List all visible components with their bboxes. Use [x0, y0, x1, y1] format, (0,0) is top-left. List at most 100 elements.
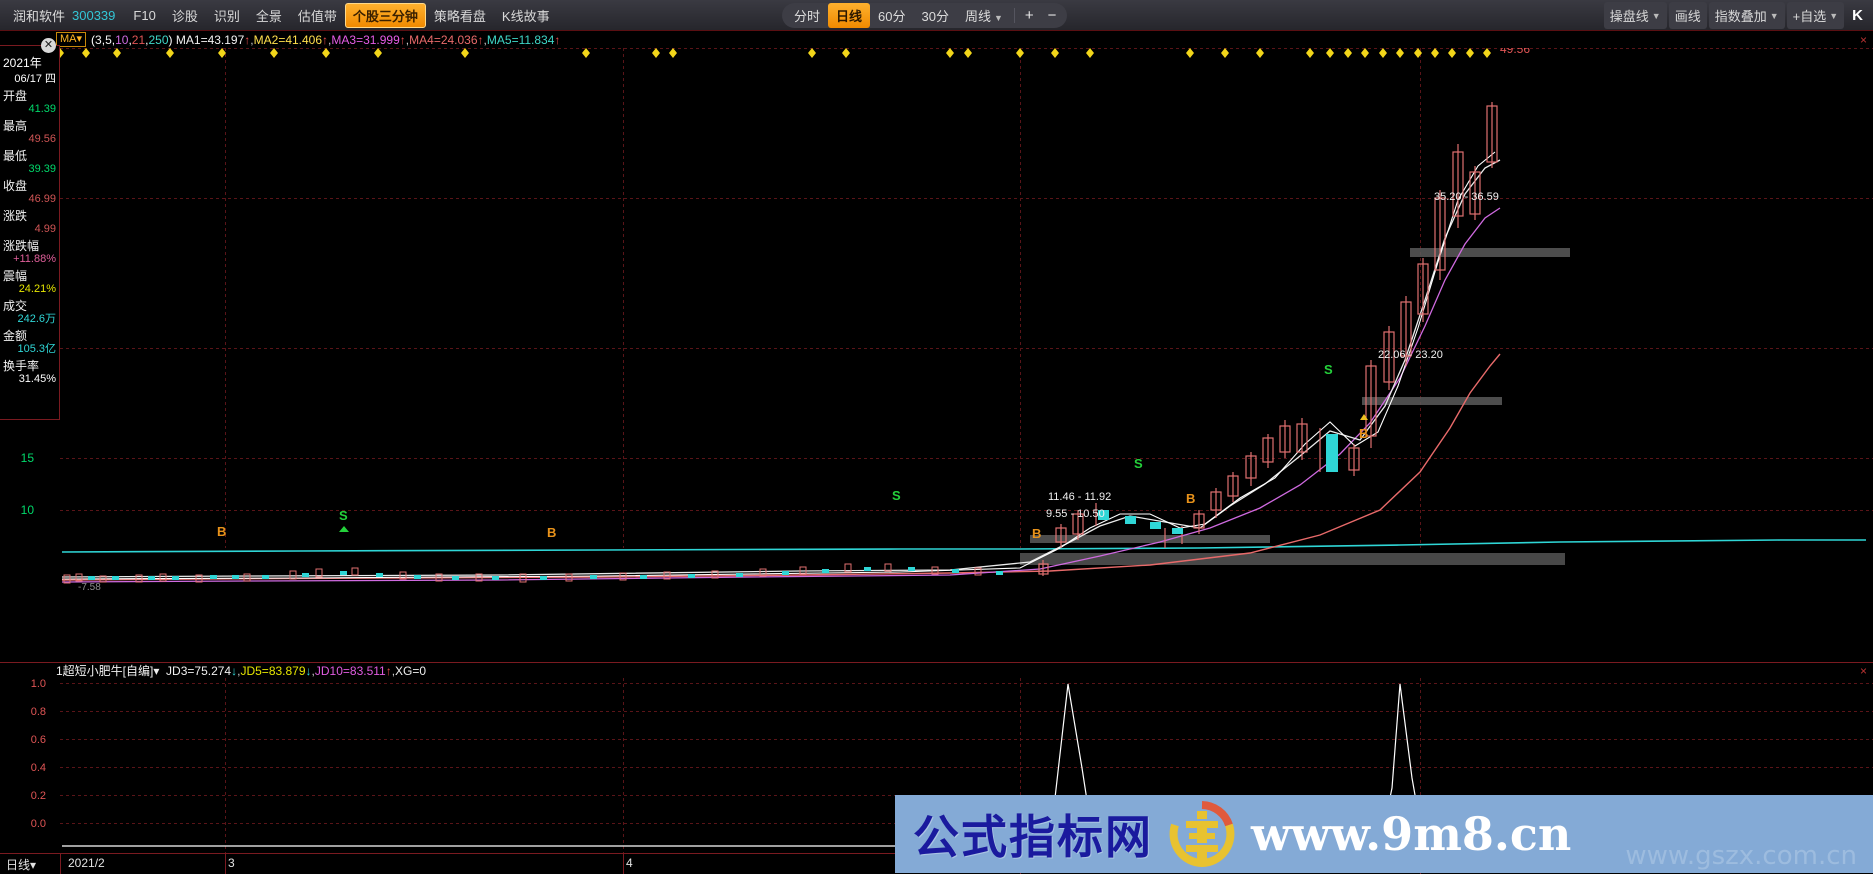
- divider: [623, 853, 624, 874]
- menu-item-diagnose[interactable]: 诊股: [171, 8, 198, 24]
- ma-selector-label: MA: [60, 33, 77, 45]
- ma3-name: MA3: [331, 32, 357, 47]
- trade-line-button[interactable]: 操盘线 ▼: [1603, 2, 1667, 29]
- menu-item-recognize[interactable]: 识别: [213, 8, 240, 24]
- sub-y-tick-0.2: 0.2: [31, 790, 46, 802]
- zoom-in-button[interactable]: +: [1024, 7, 1034, 24]
- toolbar-left-group: 润和软件 300339 F10 诊股 识别 全景 估值带 个股三分钟 策略看盘 …: [0, 2, 558, 28]
- watermark-chinese-text: 公式指标网: [913, 810, 1153, 864]
- sub-y-tick-0.8: 0.8: [31, 706, 46, 718]
- ma2-value: 41.406: [285, 32, 323, 47]
- x-tick-3: 3: [228, 856, 235, 870]
- index-overlay-label: 指数叠加: [1714, 9, 1767, 24]
- ma3-line: [61, 151, 1496, 580]
- info-label-turnover-amount: 金额: [3, 329, 28, 343]
- ma5-line: [61, 159, 1501, 578]
- ma250-line: [61, 539, 1866, 553]
- ma3-arrow-up-icon: ↑: [399, 32, 406, 47]
- jd3-value: 75.274: [194, 663, 232, 678]
- menu-item-kline-story[interactable]: K线故事: [501, 8, 550, 24]
- jd10-value: 83.511: [349, 663, 386, 678]
- main-kline-chart[interactable]: -7.58 15 10 49.56 35.20 - 36.59 22.06 - …: [0, 48, 1873, 662]
- y-tick-15: 15: [21, 451, 35, 465]
- info-value-close: 46.99: [28, 193, 56, 205]
- ma-bar-close-icon[interactable]: ×: [1859, 32, 1867, 47]
- ma-param-21: 21: [131, 32, 146, 47]
- info-date: 06/17 四: [14, 73, 56, 85]
- k-line-icon[interactable]: K: [1852, 7, 1863, 24]
- jd5-value: 83.879: [268, 663, 306, 678]
- divider: [1013, 8, 1015, 23]
- annotation-range-lower2: 9.55 - 10.50: [1046, 508, 1105, 520]
- ma-param-5: 5: [105, 32, 112, 47]
- period-indicator[interactable]: 日线▾: [6, 856, 36, 873]
- period-daily[interactable]: 日线: [828, 3, 871, 28]
- jd10-arrow-up-icon: ↑: [385, 663, 392, 678]
- y-tick-10: 10: [21, 503, 35, 517]
- chevron-down-icon: ▼: [1651, 10, 1661, 21]
- ma-params: (3,5,10,21,250): [91, 32, 173, 47]
- sub-indicator-selector[interactable]: 1超短小肥牛[自编]▾: [56, 662, 159, 679]
- info-label-amplitude: 震幅: [3, 269, 28, 283]
- menu-item-strategy[interactable]: 策略看盘: [433, 8, 486, 24]
- menu-item-panorama[interactable]: 全景: [255, 8, 282, 24]
- signal-sell-1: S: [339, 508, 348, 523]
- watermark-sub-url: www.gszx.com.cn: [1625, 841, 1857, 871]
- sub-panel-close-icon[interactable]: ×: [1859, 663, 1867, 678]
- trade-line-label: 操盘线: [1609, 9, 1649, 24]
- ma-param-10: 10: [115, 32, 129, 47]
- period-weekly[interactable]: 周线 ▼: [957, 3, 1011, 28]
- add-favorite-label: +自选: [1792, 9, 1827, 24]
- chevron-down-icon: ▾: [76, 33, 83, 45]
- jd10-readout: JD10=83.511↑: [314, 663, 392, 678]
- period-60min[interactable]: 60分: [878, 9, 906, 24]
- sub-y-tick-0.6: 0.6: [31, 734, 46, 746]
- ma5-value: 11.834: [518, 32, 555, 47]
- info-value-change: 4.99: [34, 223, 56, 235]
- stock-code[interactable]: 300339: [72, 7, 116, 23]
- ma5-arrow-up-icon: ↑: [554, 32, 561, 47]
- info-label-change: 涨跌: [3, 209, 28, 223]
- sub-y-tick-0.0: 0.0: [31, 818, 46, 830]
- site-logo-icon: [1167, 799, 1237, 869]
- ma4-value: 24.036: [440, 32, 478, 47]
- info-row-turnover-rate: 换手率 31.45%: [3, 359, 56, 386]
- info-row-close: 收盘 46.99: [3, 179, 56, 206]
- period-intraday[interactable]: 分时: [794, 9, 821, 24]
- close-icon[interactable]: ✕: [41, 38, 56, 53]
- info-label-open: 开盘: [3, 89, 28, 103]
- ma1-readout: MA1=43.197↑: [175, 32, 251, 47]
- add-favorite-button[interactable]: +自选 ▼: [1786, 2, 1845, 29]
- ma3-value: 31.999: [363, 32, 400, 47]
- ma1-name: MA1: [175, 32, 201, 47]
- zoom-out-button[interactable]: −: [1047, 7, 1057, 24]
- draw-line-button[interactable]: 画线: [1668, 2, 1707, 29]
- menu-item-three-minutes[interactable]: 个股三分钟: [344, 2, 426, 28]
- ma-selector-button[interactable]: MA▾: [56, 32, 87, 47]
- info-label-volume: 成交: [3, 299, 28, 313]
- info-label-close: 收盘: [3, 179, 28, 193]
- info-row-turnover-amount: 金额 105.3亿: [3, 329, 56, 356]
- menu-item-f10[interactable]: F10: [133, 7, 156, 23]
- info-label-change-pct: 涨跌幅: [3, 239, 40, 253]
- ma21-line: [61, 353, 1501, 581]
- chevron-down-icon: ▼: [993, 13, 1003, 23]
- ma5-readout: MA5=11.834↑: [486, 32, 561, 47]
- info-year: 2021年: [3, 56, 42, 70]
- ma2-readout: MA2=41.406↑: [253, 32, 329, 47]
- stock-info-panel: ✕ 2021年 06/17 四 开盘 41.39 最高 49.56 最低 39.…: [0, 38, 60, 420]
- period-30min[interactable]: 30分: [921, 9, 949, 24]
- info-value-low: 39.39: [28, 163, 56, 175]
- period-weekly-label: 周线: [964, 9, 991, 24]
- jd3-arrow-down-icon: ↓: [231, 663, 238, 678]
- stock-name[interactable]: 润和软件: [13, 8, 66, 24]
- ma5-name: MA5: [486, 32, 512, 47]
- candlestick-series-left: [63, 563, 1003, 584]
- ma1-value: 43.197: [207, 32, 245, 47]
- ma1-arrow-up-icon: ↑: [244, 32, 251, 47]
- menu-item-valuation[interactable]: 估值带: [297, 8, 337, 24]
- index-overlay-button[interactable]: 指数叠加 ▼: [1708, 2, 1785, 29]
- signal-buy-3: B: [1032, 526, 1041, 541]
- info-row-high: 最高 49.56: [3, 119, 56, 146]
- signal-buy-5: B: [1359, 426, 1368, 441]
